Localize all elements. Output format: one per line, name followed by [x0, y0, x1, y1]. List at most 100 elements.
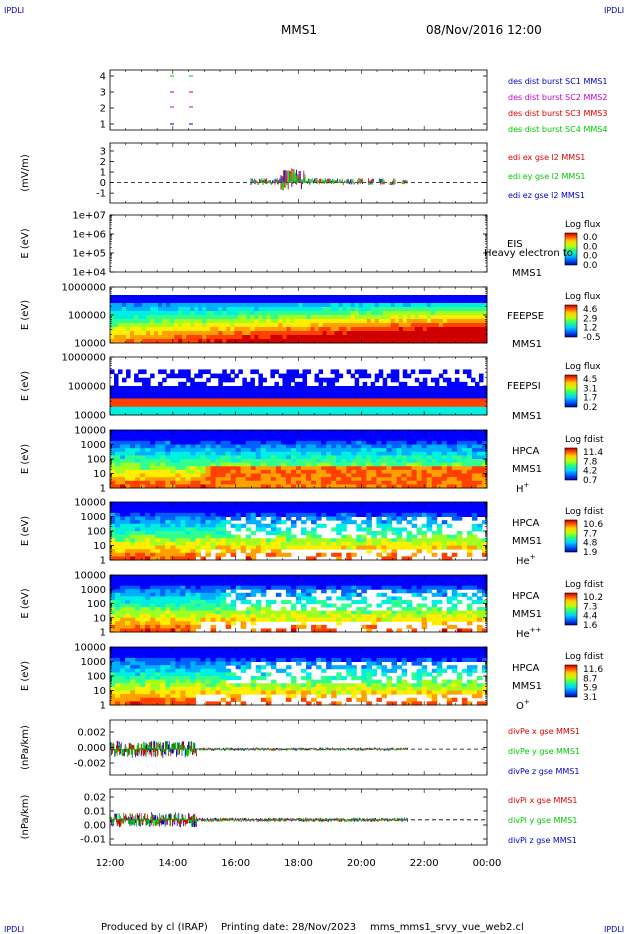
spectrogram-cell — [142, 402, 147, 408]
spectrogram-cell — [294, 327, 299, 332]
spectrogram-cell — [170, 541, 176, 547]
spectrogram-cell — [442, 410, 448, 416]
spectrogram-cell — [376, 469, 382, 475]
spectrogram-cell — [370, 299, 376, 304]
spectrogram-cell — [301, 545, 307, 550]
spectrogram-cell — [322, 390, 328, 395]
spectrogram-cell — [478, 373, 484, 379]
spectrogram-cell — [266, 335, 271, 340]
spectrogram-cell — [210, 307, 215, 312]
spectrogram-cell — [222, 402, 227, 408]
spectrogram-cell — [474, 295, 480, 300]
spectrogram-cell — [202, 335, 207, 340]
spectrogram-cell — [362, 315, 368, 320]
spectrogram-cell — [206, 402, 211, 408]
spectrogram-cell — [426, 369, 432, 375]
spectrogram-cell — [195, 523, 201, 528]
spectrogram-cell — [310, 331, 316, 336]
spectrogram-cell — [206, 390, 211, 395]
spectrogram-cell — [165, 552, 171, 557]
spectrogram-cell — [202, 311, 207, 316]
spectrogram-cell — [170, 531, 176, 536]
spectrogram-cell — [130, 589, 136, 594]
spectrogram-cell — [482, 331, 488, 336]
spectrogram-cell — [145, 582, 151, 587]
spectrogram-cell — [230, 311, 235, 316]
spectrogram-cell — [386, 394, 392, 399]
spectrogram-cell — [331, 516, 337, 521]
spectrogram-cell — [336, 556, 342, 561]
spectrogram-cell — [474, 402, 480, 408]
spectrogram-cell — [230, 480, 237, 485]
spectrogram-cell — [321, 523, 327, 528]
spectrogram-cell — [416, 531, 423, 536]
spectrogram-cell — [180, 448, 186, 453]
spectrogram-cell — [386, 327, 392, 332]
spectrogram-cell — [134, 307, 139, 312]
spectrogram-cell — [361, 433, 367, 438]
spectrogram-cell — [410, 327, 416, 332]
spectrogram-cell — [115, 509, 121, 514]
spectrogram-cell — [466, 386, 472, 391]
spectrogram-cell — [182, 307, 187, 312]
spectrogram-cell — [476, 512, 483, 518]
spectrogram-cell — [185, 552, 191, 557]
spectrogram-cell — [366, 469, 372, 475]
spectrogram-cell — [240, 549, 247, 554]
spectrogram-cell — [361, 444, 367, 449]
spectrogram-cell — [362, 402, 368, 408]
spectrogram-cell — [246, 394, 251, 399]
spectrogram-cell — [146, 319, 151, 324]
spectrogram-cell — [222, 339, 227, 344]
spectrogram-cell — [341, 440, 347, 446]
spectrogram-cell — [115, 480, 121, 485]
spectrogram-cell — [122, 331, 127, 336]
spectrogram-cell — [170, 451, 176, 456]
spectrogram-cell — [200, 459, 207, 464]
spectrogram-cell — [245, 505, 252, 510]
spectrogram-cell — [170, 433, 176, 438]
spectrogram-cell — [311, 473, 317, 478]
spectrogram-cell — [190, 502, 196, 507]
spectrogram-cell — [298, 295, 304, 300]
spectrogram-cell — [418, 335, 424, 340]
spectrogram-cell — [381, 538, 387, 543]
spectrogram-cell — [422, 335, 428, 340]
spectrogram-cell — [396, 462, 403, 467]
spectrogram-cell — [170, 538, 176, 543]
spectrogram-cell — [265, 451, 272, 456]
spectrogram-cell — [382, 390, 388, 395]
spectrogram-cell — [260, 480, 267, 485]
spectrogram-cell — [426, 410, 432, 416]
spectrogram-cell — [190, 512, 196, 518]
spectrogram-cell — [225, 451, 232, 456]
spectrogram-cell — [130, 596, 136, 601]
spectrogram-cell — [326, 410, 332, 416]
spectrogram-cell — [175, 444, 181, 449]
spectrogram-cell — [178, 339, 183, 344]
spectrogram-cell — [222, 299, 227, 304]
spectrogram-cell — [115, 430, 121, 435]
spectrogram-cell — [260, 509, 267, 514]
spectrogram-cell — [446, 295, 452, 300]
spectrogram-cell — [356, 480, 362, 485]
spectrogram-cell — [118, 339, 123, 344]
spectrogram-cell — [482, 295, 488, 300]
spectrogram-cell — [326, 394, 332, 399]
spectrogram-cell — [421, 541, 428, 547]
spectrogram-cell — [441, 552, 448, 557]
spectrogram-cell — [401, 502, 408, 507]
spectrogram-cell — [135, 437, 141, 442]
spectrogram-cell — [205, 473, 212, 478]
spectrogram-cell — [185, 538, 191, 543]
spectrogram-cell — [436, 480, 443, 485]
y-tick-label: 10 — [93, 469, 106, 480]
spectrogram-cell — [430, 394, 436, 399]
spectrogram-cell — [301, 502, 307, 507]
spectrogram-cell — [434, 386, 440, 391]
spectrogram-cell — [210, 484, 217, 489]
spectrogram-cell — [301, 473, 307, 478]
spectrogram-cell — [182, 386, 187, 391]
spectrogram-cell — [146, 381, 151, 387]
spectrogram-cell — [190, 520, 196, 525]
